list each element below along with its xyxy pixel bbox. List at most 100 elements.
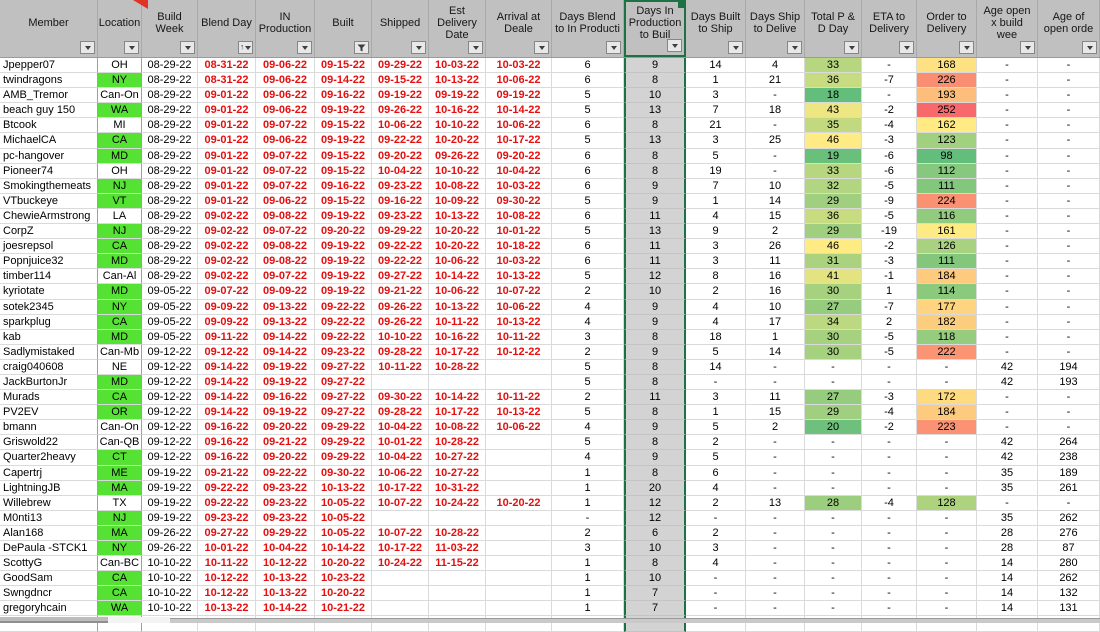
cell-days-in-production-to-built[interactable]: 8 <box>624 73 686 89</box>
cell-location[interactable]: CA <box>98 133 142 149</box>
cell-member[interactable]: craig040608 <box>0 359 98 375</box>
cell-build-week[interactable]: 10-10-22 <box>142 601 198 617</box>
cell-build-week[interactable]: 08-29-22 <box>142 269 198 285</box>
cell-eta-to-delivery[interactable]: -19 <box>862 224 917 240</box>
cell-blend-day[interactable]: 09-02-22 <box>198 239 256 255</box>
filter-dropdown-icon[interactable] <box>534 41 549 54</box>
cell-days-blend-to-in-production[interactable]: 1 <box>552 480 624 496</box>
cell-arrival-at-dealer[interactable]: 10-20-22 <box>486 495 552 511</box>
cell-shipped[interactable]: 09-21-22 <box>372 284 429 300</box>
cell-build-week[interactable]: 08-29-22 <box>142 88 198 104</box>
cell-member[interactable]: sotek2345 <box>0 299 98 315</box>
cell-order-to-delivery[interactable]: 112 <box>917 163 977 179</box>
cell-eta-to-delivery[interactable]: - <box>862 480 917 496</box>
cell-age-open-x-build-week[interactable]: - <box>977 299 1038 315</box>
cell-days-in-production-to-built[interactable]: 12 <box>624 269 686 285</box>
cell-age-open-x-build-week[interactable]: - <box>977 88 1038 104</box>
cell-shipped[interactable]: 09-28-22 <box>372 405 429 421</box>
cell-est-delivery-date[interactable]: 11-15-22 <box>429 556 486 572</box>
cell-days-ship-to-delivery[interactable]: 1 <box>746 329 805 345</box>
cell-in-production[interactable]: 09-07-22 <box>256 148 315 164</box>
cell-days-built-to-ship[interactable]: 2 <box>686 525 746 541</box>
cell-blend-day[interactable]: 09-09-22 <box>198 299 256 315</box>
cell-days-ship-to-delivery[interactable]: 16 <box>746 269 805 285</box>
cell-eta-to-delivery[interactable]: - <box>862 510 917 526</box>
cell-est-delivery-date[interactable]: 10-08-22 <box>429 178 486 194</box>
cell-total-pd-days[interactable]: 27 <box>805 299 862 315</box>
cell-eta-to-delivery[interactable]: - <box>862 450 917 466</box>
cell-blend-day[interactable]: 09-07-22 <box>198 284 256 300</box>
cell-built[interactable]: 09-15-22 <box>315 118 372 134</box>
column-header-build-week[interactable]: Build Week <box>142 0 198 57</box>
cell-days-blend-to-in-production[interactable]: 6 <box>552 208 624 225</box>
filter-dropdown-icon[interactable] <box>297 41 312 54</box>
cell-total-pd-days[interactable]: - <box>805 586 862 602</box>
cell-order-to-delivery[interactable]: - <box>917 510 977 526</box>
cell-days-ship-to-delivery[interactable]: - <box>746 118 805 134</box>
cell-days-blend-to-in-production[interactable]: 1 <box>552 601 624 617</box>
column-header-shipped[interactable]: Shipped <box>372 0 429 57</box>
cell-in-production[interactable]: 09-13-22 <box>256 314 315 330</box>
cell-days-built-to-ship[interactable]: 14 <box>686 58 746 74</box>
cell-age-of-open-order[interactable]: 238 <box>1038 450 1100 466</box>
cell-shipped[interactable]: 09-15-22 <box>372 73 429 89</box>
cell-days-blend-to-in-production[interactable]: 5 <box>552 359 624 375</box>
cell-order-to-delivery[interactable]: 226 <box>917 73 977 89</box>
cell-built[interactable]: 09-19-22 <box>315 254 372 270</box>
cell-built[interactable]: 09-16-22 <box>315 178 372 194</box>
cell-built[interactable]: 10-05-22 <box>315 525 372 541</box>
cell-total-pd-days[interactable]: - <box>805 465 862 481</box>
cell-in-production[interactable]: 09-16-22 <box>256 390 315 406</box>
cell-days-in-production-to-built[interactable]: 11 <box>624 239 686 255</box>
cell-days-in-production-to-built[interactable]: 8 <box>624 556 686 572</box>
cell-shipped[interactable]: 09-23-22 <box>372 208 429 225</box>
cell-days-ship-to-delivery[interactable]: 10 <box>746 178 805 194</box>
cell-blend-day[interactable]: 09-01-22 <box>198 118 256 134</box>
cell-days-ship-to-delivery[interactable]: - <box>746 163 805 179</box>
cell-built[interactable]: 09-19-22 <box>315 284 372 300</box>
cell-total-pd-days[interactable]: - <box>805 374 862 391</box>
cell-blend-day[interactable]: 09-12-22 <box>198 344 256 360</box>
cell-eta-to-delivery[interactable]: -4 <box>862 405 917 421</box>
cell-days-blend-to-in-production[interactable]: 5 <box>552 374 624 391</box>
filter-dropdown-icon[interactable] <box>899 41 914 54</box>
cell-days-blend-to-in-production[interactable]: 4 <box>552 450 624 466</box>
cell-blend-day[interactable]: 09-27-22 <box>198 525 256 541</box>
cell-order-to-delivery[interactable]: - <box>917 541 977 557</box>
cell-days-blend-to-in-production[interactable]: 6 <box>552 73 624 89</box>
cell-est-delivery-date[interactable]: 09-26-22 <box>429 148 486 164</box>
cell-est-delivery-date[interactable]: 11-03-22 <box>429 541 486 557</box>
cell-days-in-production-to-built[interactable]: 7 <box>624 586 686 602</box>
cell-days-blend-to-in-production[interactable]: - <box>552 510 624 526</box>
cell-blend-day[interactable]: 09-14-22 <box>198 405 256 421</box>
cell-days-built-to-ship[interactable]: 7 <box>686 178 746 194</box>
cell-arrival-at-dealer[interactable]: 10-13-22 <box>486 269 552 285</box>
cell-est-delivery-date[interactable]: 10-20-22 <box>429 224 486 240</box>
cell-blend-day[interactable]: 08-31-22 <box>198 58 256 74</box>
cell-built[interactable]: 09-27-22 <box>315 359 372 375</box>
cell-total-pd-days[interactable]: - <box>805 525 862 541</box>
cell-in-production[interactable]: 09-20-22 <box>256 450 315 466</box>
cell-member[interactable]: PV2EV <box>0 405 98 421</box>
cell-location[interactable]: MD <box>98 329 142 345</box>
cell-blend-day[interactable]: 09-14-22 <box>198 390 256 406</box>
cell-est-delivery-date[interactable]: 10-24-22 <box>429 495 486 511</box>
cell-location[interactable]: NJ <box>98 224 142 240</box>
cell-eta-to-delivery[interactable]: -3 <box>862 254 917 270</box>
cell-build-week[interactable]: 09-12-22 <box>142 344 198 360</box>
column-header-in-production[interactable]: IN Production <box>256 0 315 57</box>
cell-age-open-x-build-week[interactable]: - <box>977 420 1038 436</box>
cell-est-delivery-date[interactable]: 10-11-22 <box>429 314 486 330</box>
cell-built[interactable]: 10-05-22 <box>315 510 372 526</box>
cell-days-ship-to-delivery[interactable]: - <box>746 556 805 572</box>
cell-total-pd-days[interactable]: 33 <box>805 58 862 74</box>
cell-total-pd-days[interactable]: - <box>805 510 862 526</box>
cell-eta-to-delivery[interactable]: -2 <box>862 239 917 255</box>
cell-age-of-open-order[interactable]: - <box>1038 329 1100 345</box>
cell-eta-to-delivery[interactable]: -3 <box>862 390 917 406</box>
cell-order-to-delivery[interactable]: 184 <box>917 269 977 285</box>
cell-member[interactable]: gregoryhcain <box>0 601 98 617</box>
cell-built[interactable]: 10-13-22 <box>315 480 372 496</box>
cell-build-week[interactable]: 08-29-22 <box>142 178 198 194</box>
cell-age-open-x-build-week[interactable]: - <box>977 118 1038 134</box>
